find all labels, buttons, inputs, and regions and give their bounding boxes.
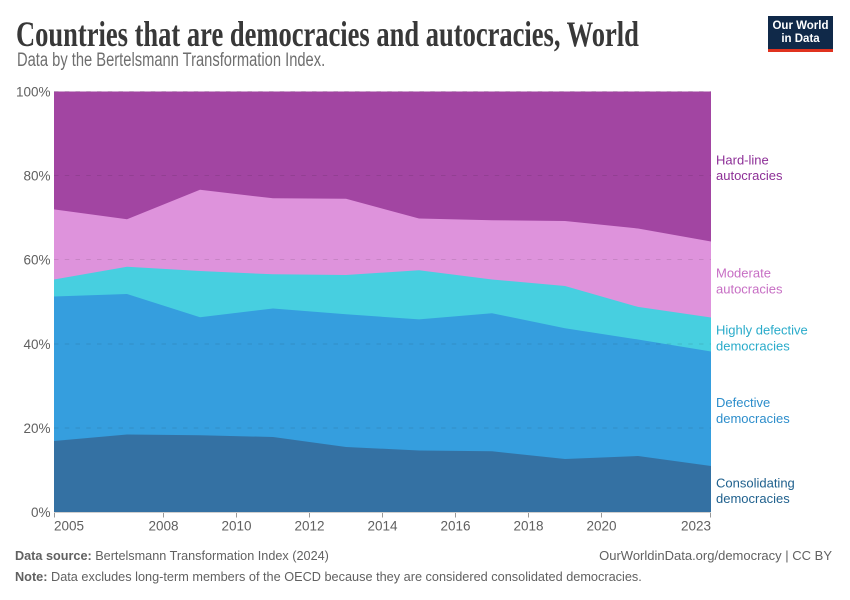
svg-text:40%: 40% [23,337,50,352]
svg-text:democracies: democracies [716,411,790,426]
svg-text:2008: 2008 [148,519,178,534]
svg-text:2005: 2005 [54,519,84,534]
svg-text:2018: 2018 [513,519,543,534]
svg-text:Defective: Defective [716,395,770,410]
svg-text:0%: 0% [31,505,51,520]
svg-text:2010: 2010 [221,519,251,534]
svg-text:Consolidating: Consolidating [716,476,795,491]
svg-text:2014: 2014 [367,519,398,534]
svg-text:democracies: democracies [716,338,790,353]
svg-text:autocracies: autocracies [716,281,783,296]
svg-text:2023: 2023 [681,519,711,534]
svg-text:20%: 20% [23,421,50,436]
svg-text:autocracies: autocracies [716,168,783,183]
svg-text:60%: 60% [23,253,50,268]
svg-text:Hard-line: Hard-line [716,153,769,168]
svg-text:Highly defective: Highly defective [716,323,808,338]
svg-text:2016: 2016 [440,519,470,534]
svg-text:2012: 2012 [294,519,324,534]
svg-text:2020: 2020 [586,519,616,534]
svg-text:democracies: democracies [716,491,790,506]
svg-text:80%: 80% [23,169,50,184]
svg-text:100%: 100% [16,85,51,100]
svg-text:Moderate: Moderate [716,266,771,281]
